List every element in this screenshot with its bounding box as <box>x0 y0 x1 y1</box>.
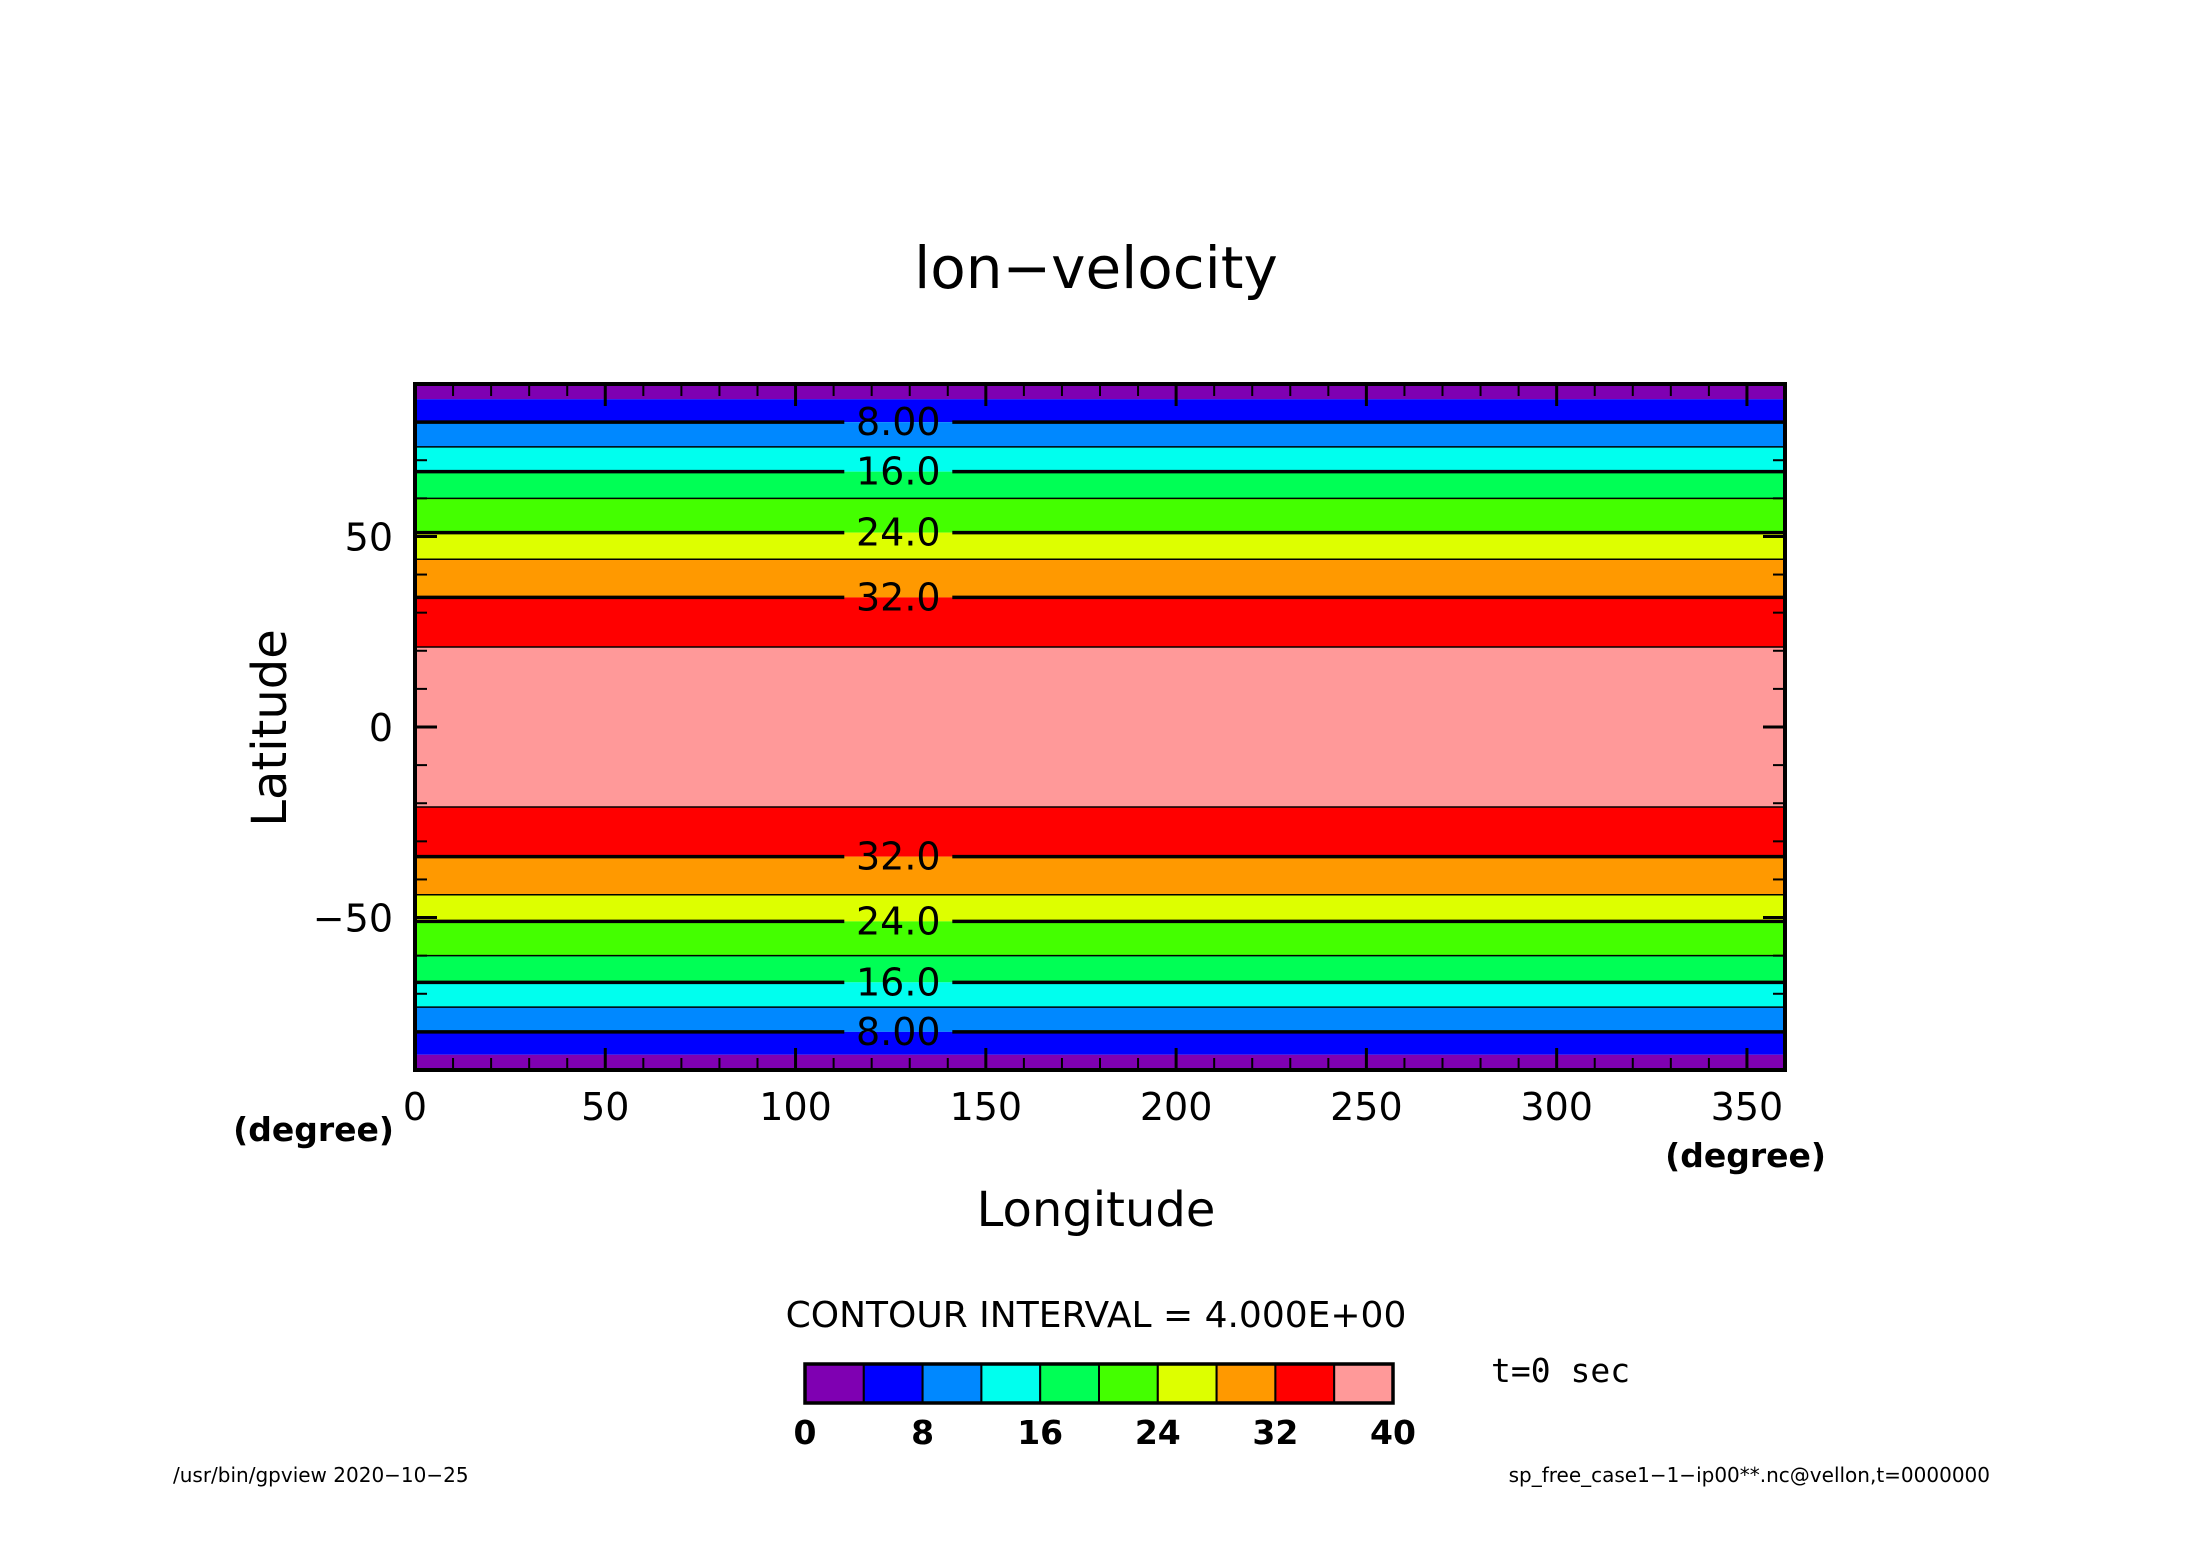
band-2 <box>415 422 1785 447</box>
band-1 <box>415 399 1785 423</box>
contour-label-13: 16.0 <box>856 960 941 1004</box>
contour-label-4: 24.0 <box>856 511 941 555</box>
x-axis-unit-right: (degree) <box>1665 1136 1826 1175</box>
colorbar-cell-1 <box>862 1363 924 1404</box>
x-tick-label: 0 <box>403 1085 427 1129</box>
colorbar-cell-5 <box>1098 1363 1159 1404</box>
contour-label-2: 16.0 <box>856 450 941 494</box>
band-15 <box>415 982 1785 1008</box>
colorbar-cell-9 <box>1333 1363 1394 1404</box>
band-17 <box>415 1031 1785 1055</box>
x-tick-label: 250 <box>1330 1085 1403 1129</box>
colorbar-tick-label: 16 <box>1017 1413 1063 1452</box>
band-11 <box>415 856 1785 895</box>
x-tick-label: 200 <box>1140 1085 1213 1129</box>
footer-right: sp_free_case1−1−ip00**.nc@vellon,t=00000… <box>1509 1463 1990 1487</box>
x-axis-unit-left: (degree) <box>233 1110 394 1149</box>
x-tick-label: 150 <box>950 1085 1023 1129</box>
colorbar-border <box>803 1362 1395 1405</box>
colorbar-tick-label: 8 <box>911 1413 934 1452</box>
y-tick-label: 0 <box>369 706 393 750</box>
x-tick-label: 300 <box>1520 1085 1593 1129</box>
contour-lines: 8.00 16.0 24.0 32.0 32.0 24.0 16.0 8.00 <box>415 400 1785 1054</box>
band-13 <box>415 921 1785 956</box>
band-12 <box>415 894 1785 922</box>
y-axis-title: Latitude <box>242 629 298 827</box>
band-8 <box>415 597 1785 647</box>
colorbar-cell-2 <box>921 1363 983 1404</box>
band-16 <box>415 1007 1785 1032</box>
colorbar-tick-label: 0 <box>794 1413 817 1452</box>
colorbar-cell-3 <box>980 1363 1042 1404</box>
band-3 <box>415 446 1785 472</box>
contour-label-15: 8.00 <box>856 1010 941 1054</box>
x-axis: 0 50 100 150 200 250 300 350 <box>403 384 1783 1129</box>
contour-label-9: 32.0 <box>856 835 941 879</box>
band-14 <box>415 955 1785 983</box>
colorbar-tick-label: 40 <box>1370 1413 1416 1452</box>
colorbar-cell-4 <box>1039 1363 1100 1404</box>
plot-area <box>415 384 1785 1070</box>
y-axis: 50 0 −50 <box>313 515 1785 941</box>
contour-label-6: 32.0 <box>856 575 941 619</box>
x-tick-label: 50 <box>581 1085 629 1129</box>
band-10 <box>415 807 1785 857</box>
contour-label-11: 24.0 <box>856 899 941 943</box>
colorbar: 0 8 16 24 32 40 <box>794 1362 1416 1452</box>
band-5 <box>415 498 1785 533</box>
x-tick-label: 350 <box>1711 1085 1784 1129</box>
footer-left: /usr/bin/gpview 2020−10−25 <box>173 1463 469 1487</box>
band-4 <box>415 471 1785 499</box>
band-6 <box>415 532 1785 560</box>
x-axis-title: Longitude <box>977 1182 1216 1238</box>
colorbar-cell-0 <box>804 1363 865 1404</box>
colorbar-cell-8 <box>1274 1363 1336 1404</box>
band-9 <box>415 646 1785 808</box>
chart-title: lon−velocity <box>914 234 1278 302</box>
colorbar-tick-label: 32 <box>1252 1413 1298 1452</box>
contour-interval-text: CONTOUR INTERVAL = 4.000E+00 <box>786 1295 1407 1336</box>
y-tick-label: 50 <box>345 515 393 559</box>
colorbar-cell-6 <box>1156 1363 1218 1404</box>
x-tick-label: 100 <box>759 1085 832 1129</box>
colorbar-cell-7 <box>1215 1363 1277 1404</box>
colorbar-tick-label: 24 <box>1135 1413 1181 1452</box>
band-7 <box>415 559 1785 598</box>
contour-label-0: 8.00 <box>856 400 941 444</box>
y-tick-label: −50 <box>313 897 393 941</box>
time-label: t=0 sec <box>1491 1351 1630 1390</box>
